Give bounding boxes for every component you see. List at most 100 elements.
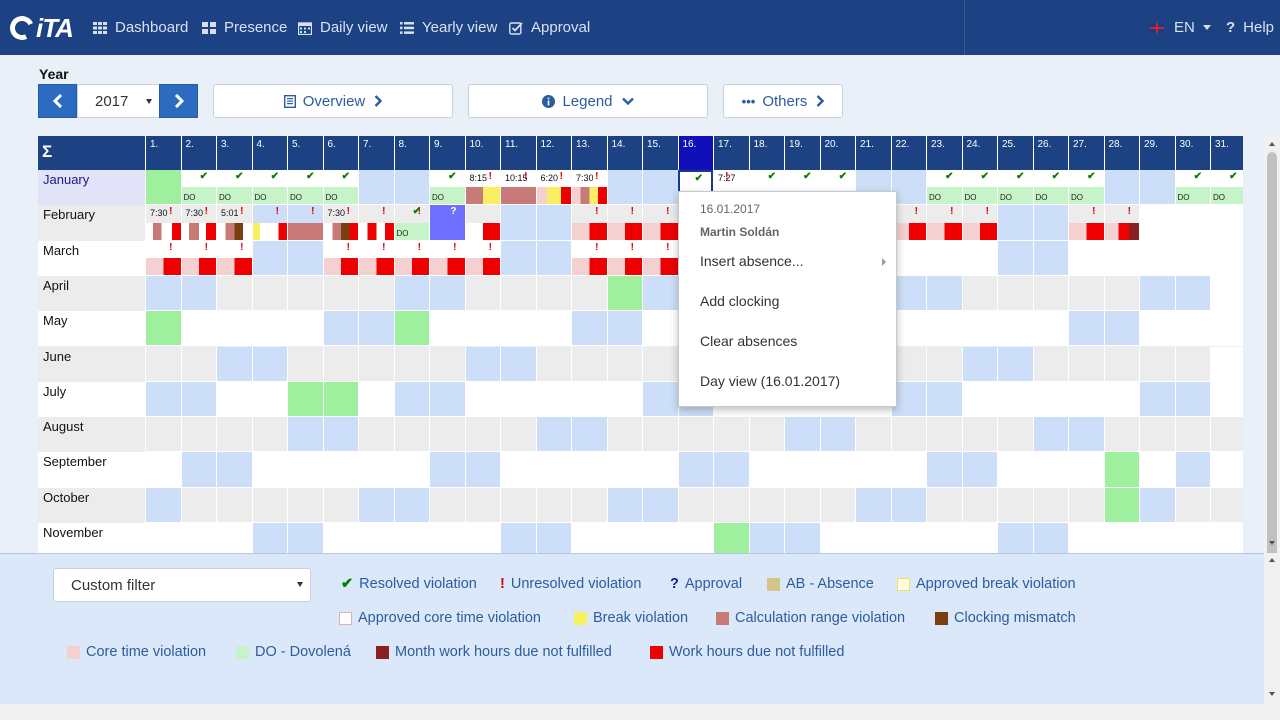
- day-cell[interactable]: [500, 417, 536, 453]
- day-cell[interactable]: [926, 487, 962, 523]
- day-header[interactable]: 12.: [535, 136, 572, 170]
- day-cell[interactable]: [464, 417, 500, 453]
- day-cell[interactable]: [535, 417, 571, 453]
- day-cell[interactable]: [535, 523, 571, 554]
- nav-dashboard[interactable]: Dashboard: [93, 0, 188, 55]
- custom-filter-select[interactable]: Custom filter: [53, 568, 311, 602]
- legend-button[interactable]: Legend: [468, 84, 708, 118]
- day-cell[interactable]: [1210, 311, 1243, 347]
- day-cell[interactable]: [322, 381, 358, 418]
- day-cell[interactable]: [642, 452, 678, 488]
- day-cell[interactable]: [500, 487, 536, 523]
- day-cell[interactable]: [713, 417, 749, 453]
- day-cell[interactable]: [393, 381, 429, 418]
- day-cell[interactable]: [997, 311, 1033, 347]
- day-cell[interactable]: [642, 417, 678, 453]
- day-cell[interactable]: [819, 523, 855, 554]
- month-name[interactable]: July: [38, 381, 145, 418]
- day-cell[interactable]: ✔ DO: [251, 170, 287, 206]
- day-cell[interactable]: [535, 452, 571, 488]
- day-cell[interactable]: [216, 452, 252, 488]
- day-cell[interactable]: [1210, 205, 1243, 241]
- day-cell[interactable]: [1032, 487, 1068, 523]
- day-cell[interactable]: [535, 240, 571, 276]
- day-cell[interactable]: [251, 523, 287, 554]
- day-cell[interactable]: [1103, 240, 1139, 276]
- day-header[interactable]: 3.: [216, 136, 252, 170]
- day-cell[interactable]: [642, 381, 678, 418]
- day-cell[interactable]: ✔ DO: [926, 170, 962, 206]
- month-name[interactable]: October: [38, 487, 145, 523]
- day-cell[interactable]: [997, 487, 1033, 523]
- day-cell[interactable]: [287, 311, 323, 347]
- day-cell[interactable]: [642, 311, 678, 347]
- day-cell[interactable]: !: [251, 205, 287, 241]
- day-cell[interactable]: [748, 452, 784, 488]
- day-cell[interactable]: [1103, 170, 1139, 206]
- day-cell[interactable]: [322, 346, 358, 382]
- day-cell[interactable]: [429, 275, 465, 312]
- calendar-scrollbar[interactable]: [1264, 136, 1280, 632]
- day-cell[interactable]: [358, 346, 394, 382]
- day-cell[interactable]: [180, 311, 216, 347]
- day-cell[interactable]: [535, 487, 571, 523]
- horizontal-scrollbar[interactable]: [0, 704, 1280, 720]
- day-cell[interactable]: [1210, 417, 1243, 453]
- day-cell[interactable]: !: [1068, 205, 1104, 241]
- day-cell[interactable]: [1068, 381, 1104, 418]
- day-cell[interactable]: [322, 311, 358, 347]
- day-cell[interactable]: [1139, 275, 1175, 312]
- day-header[interactable]: 25.: [997, 136, 1033, 170]
- day-header[interactable]: 6.: [322, 136, 359, 170]
- day-header[interactable]: 9.: [429, 136, 465, 170]
- day-cell[interactable]: [606, 417, 642, 453]
- day-cell[interactable]: !: [287, 205, 323, 241]
- day-cell[interactable]: [1139, 381, 1175, 418]
- day-cell[interactable]: [393, 523, 429, 554]
- day-cell[interactable]: [606, 170, 642, 206]
- day-cell[interactable]: [1210, 275, 1243, 312]
- day-cell[interactable]: [1174, 452, 1210, 488]
- day-cell[interactable]: [1139, 346, 1175, 382]
- day-cell[interactable]: [997, 346, 1033, 382]
- day-cell[interactable]: [1032, 346, 1068, 382]
- day-cell[interactable]: [429, 381, 465, 418]
- day-cell[interactable]: !: [464, 240, 500, 276]
- day-header[interactable]: 5.: [287, 136, 323, 170]
- day-cell[interactable]: [855, 417, 891, 453]
- day-cell[interactable]: [1032, 452, 1068, 488]
- language-selector[interactable]: EN: [1150, 0, 1211, 55]
- day-cell[interactable]: [216, 417, 252, 453]
- overview-button[interactable]: Overview: [213, 84, 453, 118]
- day-cell[interactable]: [819, 452, 855, 488]
- day-cell[interactable]: [358, 523, 394, 554]
- day-cell[interactable]: [251, 417, 287, 453]
- day-cell[interactable]: [287, 452, 323, 488]
- day-cell[interactable]: [961, 240, 997, 276]
- day-cell[interactable]: [358, 170, 394, 206]
- ita-logo[interactable]: iTA: [6, 13, 76, 44]
- day-cell[interactable]: [1210, 523, 1243, 554]
- day-cell[interactable]: [890, 487, 926, 523]
- day-cell[interactable]: ✔ DO: [1174, 170, 1210, 206]
- day-cell[interactable]: [1139, 240, 1175, 276]
- day-cell[interactable]: [251, 452, 287, 488]
- day-cell[interactable]: [997, 205, 1033, 241]
- day-cell[interactable]: [535, 205, 571, 241]
- month-name[interactable]: June: [38, 346, 145, 382]
- day-cell[interactable]: [145, 452, 181, 488]
- day-cell[interactable]: 10:15!: [500, 170, 536, 206]
- day-cell[interactable]: !: [180, 240, 216, 276]
- day-cell[interactable]: !: [322, 240, 358, 276]
- day-cell[interactable]: [571, 311, 607, 347]
- day-cell[interactable]: [1139, 487, 1175, 523]
- day-cell[interactable]: [748, 523, 784, 554]
- day-cell[interactable]: [961, 452, 997, 488]
- day-cell[interactable]: [1068, 240, 1104, 276]
- day-cell[interactable]: [1103, 487, 1139, 523]
- day-cell[interactable]: [855, 487, 891, 523]
- day-cell[interactable]: [855, 523, 891, 554]
- day-cell[interactable]: [606, 487, 642, 523]
- day-cell[interactable]: [642, 170, 678, 206]
- day-cell[interactable]: [358, 452, 394, 488]
